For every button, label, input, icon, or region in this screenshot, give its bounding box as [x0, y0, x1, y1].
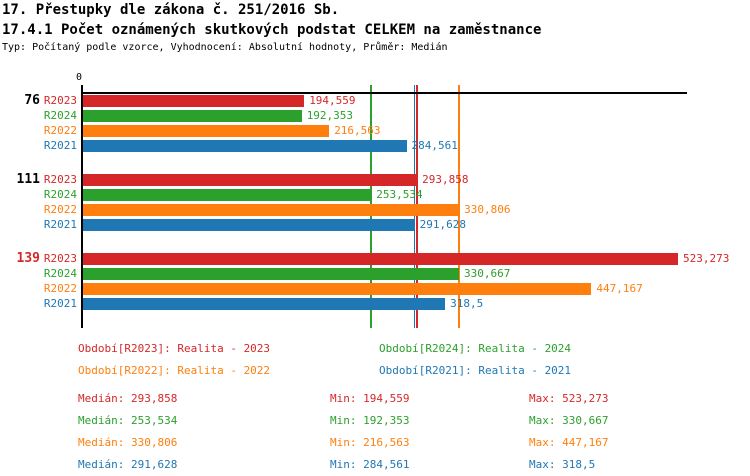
bar-r2023-group-111	[83, 174, 418, 186]
stat-min-r2022: Min: 216,563	[330, 436, 410, 449]
series-label-r2022: R2022	[43, 124, 77, 137]
page-title: 17. Přestupky dle zákona č. 251/2016 Sb.	[2, 2, 340, 18]
report-meta-line: Typ: Počítaný podle vzorce, Vyhodnocení:…	[2, 42, 448, 53]
series-label-r2023: R2023	[43, 173, 77, 186]
legend-item-r2022: Období[R2022]: Realita - 2022	[78, 364, 271, 377]
stat-min-r2021: Min: 284,561	[330, 458, 410, 471]
bar-value-label: 291,628	[419, 218, 466, 231]
bar-r2024-group-139	[83, 268, 459, 280]
bar-r2022-group-76	[83, 125, 330, 137]
page-subtitle: 17.4.1 Počet oznámených skutkových podst…	[2, 22, 542, 38]
series-label-r2023: R2023	[43, 252, 77, 265]
bar-r2022-group-111	[83, 204, 460, 216]
axis-zero-label: 0	[75, 72, 83, 83]
bar-value-label: 330,667	[464, 267, 511, 280]
series-label-r2024: R2024	[43, 267, 77, 280]
bar-value-label: 447,167	[596, 282, 643, 295]
stat-max-r2021: Max: 318,5	[529, 458, 596, 471]
series-label-r2021: R2021	[43, 297, 77, 310]
bar-r2023-group-139	[83, 253, 678, 265]
bar-r2021-group-111	[83, 219, 415, 231]
bar-value-label: 330,806	[464, 203, 511, 216]
series-label-r2021: R2021	[43, 139, 77, 152]
bar-value-label: 253,534	[376, 188, 423, 201]
stat-min-r2023: Min: 194,559	[330, 392, 410, 405]
bar-value-label: 194,559	[309, 94, 356, 107]
stat-median-r2024: Medián: 253,534	[78, 414, 178, 427]
series-label-r2023: R2023	[43, 94, 77, 107]
stat-min-r2024: Min: 192,353	[330, 414, 410, 427]
legend-item-r2023: Období[R2023]: Realita - 2023	[78, 342, 271, 355]
bar-r2022-group-139	[83, 283, 592, 295]
bar-value-label: 192,353	[306, 109, 354, 122]
group-label-76: 76	[24, 93, 40, 108]
bar-r2021-group-139	[83, 298, 446, 310]
series-label-r2021: R2021	[43, 218, 77, 231]
stat-median-r2023: Medián: 293,858	[78, 392, 178, 405]
bar-value-label: 523,273	[683, 252, 730, 265]
stat-max-r2022: Max: 447,167	[529, 436, 609, 449]
bar-r2023-group-76	[83, 95, 305, 107]
series-label-r2024: R2024	[43, 188, 77, 201]
stat-max-r2023: Max: 523,273	[529, 392, 609, 405]
series-label-r2024: R2024	[43, 109, 77, 122]
y-axis-line	[81, 85, 83, 328]
stat-max-r2024: Max: 330,667	[529, 414, 609, 427]
group-label-111: 111	[16, 172, 40, 187]
bar-value-label: 293,858	[422, 173, 469, 186]
group-label-139: 139	[16, 251, 40, 266]
bar-value-label: 284,561	[411, 139, 458, 152]
series-label-r2022: R2022	[43, 282, 77, 295]
bar-value-label: 216,563	[334, 124, 381, 137]
legend-item-r2021: Období[R2021]: Realita - 2021	[379, 364, 572, 377]
stat-median-r2021: Medián: 291,628	[78, 458, 178, 471]
bar-r2024-group-76	[83, 110, 302, 122]
stat-median-r2022: Medián: 330,806	[78, 436, 178, 449]
bar-value-label: 318,5	[450, 297, 484, 310]
x-axis-line	[81, 92, 687, 94]
series-label-r2022: R2022	[43, 203, 77, 216]
legend-item-r2024: Období[R2024]: Realita - 2024	[379, 342, 572, 355]
bar-r2024-group-111	[83, 189, 372, 201]
bar-r2021-group-76	[83, 140, 407, 152]
